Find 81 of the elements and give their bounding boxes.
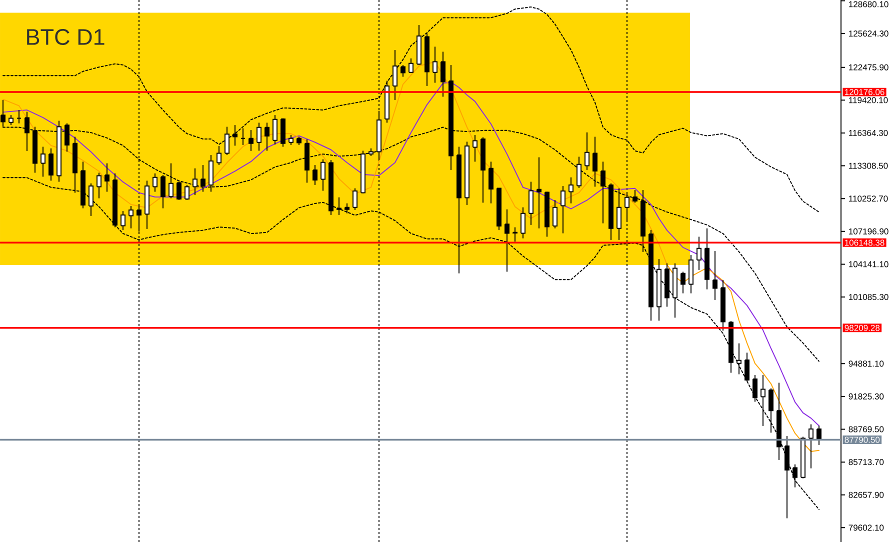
candlestick (184, 184, 190, 201)
y-tick-label: 128680.10 (849, 1, 888, 8)
candlestick (312, 164, 318, 186)
y-tick-label: 122475.90 (849, 64, 888, 70)
candlestick (344, 202, 350, 214)
candlestick (488, 161, 494, 204)
candlestick (808, 424, 814, 469)
candlestick (256, 122, 262, 152)
ref-line-label: 98209.28 (844, 324, 880, 331)
y-tick-label: 125624.30 (849, 30, 888, 37)
candlestick (216, 146, 222, 166)
candlestick (616, 188, 622, 241)
y-tick-label: 85713.70 (848, 459, 884, 466)
ref-line-label: 87790.50 (844, 436, 880, 443)
candlestick (408, 58, 414, 74)
candlestick (600, 161, 606, 224)
candlestick (760, 374, 766, 427)
candlestick (128, 206, 134, 229)
candlestick (232, 124, 238, 146)
y-tick-label: 82657.90 (848, 492, 884, 498)
y-tick-label: 119420.10 (849, 97, 888, 104)
candlestick (744, 352, 750, 382)
candlestick (120, 210, 126, 231)
candlestick (288, 134, 294, 146)
candlestick (552, 200, 558, 229)
y-tick-label: 88769.50 (848, 426, 884, 432)
candlestick (568, 176, 574, 204)
candlestick (536, 156, 542, 229)
candlestick (264, 122, 270, 152)
candlestick (792, 464, 798, 488)
candlestick (40, 146, 46, 178)
candlestick (248, 130, 254, 152)
candlestick (696, 236, 702, 271)
candlestick (584, 132, 590, 171)
candlestick (48, 148, 54, 182)
candlestick (192, 168, 198, 196)
y-tick-label: 79602.10 (848, 524, 884, 531)
candlestick (392, 50, 398, 101)
candlestick (224, 126, 230, 156)
candlestick (336, 196, 342, 216)
candlestick (736, 342, 742, 375)
candlestick (352, 188, 358, 210)
candlestick (576, 156, 582, 188)
y-tick-label: 110252.70 (849, 196, 888, 202)
y-tick-label: 116364.30 (849, 130, 888, 136)
candlestick (152, 172, 158, 192)
candlestick (320, 158, 326, 192)
candlestick (400, 64, 406, 78)
y-tick-label: 104141.10 (849, 261, 888, 268)
y-tick-label: 101085.30 (849, 294, 888, 300)
candlestick (560, 186, 566, 234)
y-tick-label: 91825.30 (848, 393, 884, 400)
candlestick (632, 190, 638, 204)
candlestick (472, 134, 478, 162)
y-tick-label: 107196.90 (849, 228, 888, 234)
y-tick-label: 113308.50 (849, 162, 888, 169)
candlestick (208, 154, 214, 192)
candlestick (768, 388, 774, 434)
candlestick (680, 271, 686, 294)
candlestick (104, 162, 110, 192)
candlestick (160, 174, 166, 209)
candlestick (504, 208, 510, 272)
candlestick (816, 425, 822, 446)
candlestick (88, 182, 94, 217)
y-tick-label: 94881.10 (848, 360, 884, 367)
candlestick (712, 250, 718, 300)
candlestick (168, 162, 174, 199)
ref-line-label: 120176.06 (845, 89, 884, 96)
candlestick (520, 206, 526, 239)
text: BTC D1 (27, 29, 104, 45)
ref-line-label: 106148.38 (845, 240, 884, 246)
candlestick (96, 172, 102, 199)
candlestick (592, 136, 598, 188)
candlestick (528, 181, 534, 226)
candlestick (440, 51, 446, 98)
candlestick (272, 114, 278, 146)
candlestick (432, 46, 438, 84)
candlestick (200, 164, 206, 192)
candlestick (752, 374, 758, 402)
candlestick (176, 181, 182, 201)
candlestick (512, 226, 518, 242)
